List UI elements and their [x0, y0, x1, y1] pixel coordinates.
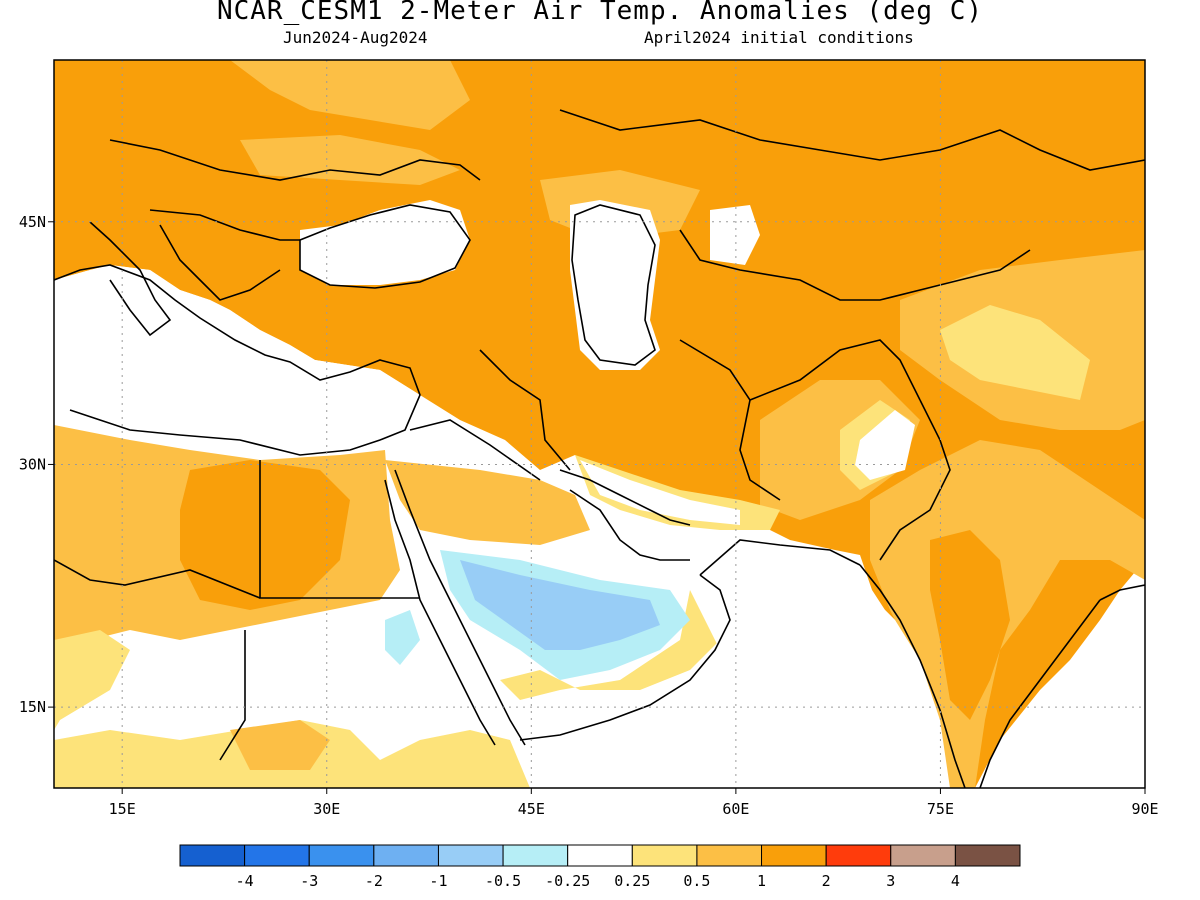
anomaly-region-pakistan-white	[855, 410, 915, 480]
lat-tick-label: 30N	[19, 455, 46, 473]
anomaly-region-yemen-yellow	[500, 590, 720, 700]
legend-label: 0.5	[683, 872, 710, 890]
anomaly-mask-black-sea	[300, 200, 470, 285]
color-legend: -4 -3 -2 -1 -0.5 -0.25 0.25 0.5 1 2 3 4	[179, 844, 1021, 890]
map-title: NCAR_CESM1 2-Meter Air Temp. Anomalies (…	[216, 0, 984, 26]
anomaly-mask-caspian	[570, 200, 660, 370]
legend-label: -0.5	[485, 872, 521, 890]
anomaly-mask-arabian-sea	[530, 540, 950, 788]
coastline-red-sea	[384, 469, 526, 746]
border-iran-afghanistan	[679, 339, 781, 501]
border-central-asia	[679, 229, 1031, 301]
coastline-mediterranean	[54, 264, 421, 456]
anomaly-region-sahel-yellow	[54, 630, 130, 730]
legend-label: 1	[757, 872, 766, 890]
lon-tick-label: 15E	[109, 800, 136, 818]
lat-tick-label: 45N	[19, 213, 46, 231]
legend-swatch	[502, 844, 569, 867]
legend-swatch	[244, 844, 310, 867]
anomaly-region-india-orange	[930, 530, 1010, 720]
graticule	[54, 60, 1145, 788]
border-balkans	[159, 224, 281, 301]
anomaly-region-ukraine-light	[240, 135, 460, 185]
lon-axis: 15E 30E 45E 60E 75E 90E	[109, 788, 1159, 818]
border-europe-south	[149, 209, 300, 241]
legend-label: 2	[822, 872, 831, 890]
lat-tick-label: 15N	[19, 698, 46, 716]
border-libya-chad	[54, 559, 261, 599]
legend-label: -2	[365, 872, 383, 890]
border-kazakhstan	[559, 109, 1145, 171]
anomaly-field	[54, 60, 1145, 788]
lon-tick-label: 90E	[1131, 800, 1158, 818]
legend-label: -3	[300, 872, 318, 890]
anomaly-region-arabia-light	[385, 460, 590, 545]
lon-tick-label: 60E	[722, 800, 749, 818]
anomaly-region-arabia-blue	[460, 560, 660, 650]
coastline-black-sea	[299, 204, 471, 289]
lon-tick-label: 30E	[313, 800, 340, 818]
anomaly-mask-aral	[710, 205, 760, 265]
legend-swatch	[761, 844, 827, 867]
lat-axis: 15N 30N 45N	[19, 213, 54, 716]
legend-swatch	[696, 844, 763, 867]
lon-tick-label: 45E	[518, 800, 545, 818]
legend-swatch	[954, 844, 1021, 867]
anomaly-region-ethiopia-cyan	[385, 610, 420, 665]
initial-conditions: April2024 initial conditions	[644, 28, 914, 47]
legend-swatch	[567, 844, 633, 867]
legend-swatch	[308, 844, 375, 867]
border-saudi-north	[409, 419, 541, 481]
coastlines	[54, 109, 1145, 788]
legend-label: -4	[236, 872, 254, 890]
coastline-caspian	[571, 204, 656, 366]
border-iraq-iran	[479, 349, 571, 471]
legend-swatch	[373, 844, 439, 867]
anomaly-region-tibet-yellow	[940, 305, 1090, 400]
anomaly-region-sudan-light	[230, 720, 330, 770]
anomaly-region-libya-orange	[180, 460, 350, 610]
legend-swatch	[179, 844, 246, 867]
legend-label: -1	[429, 872, 447, 890]
border-afghanistan-pakistan	[749, 339, 921, 401]
border-chad-sudan	[219, 630, 246, 761]
legend-swatch	[890, 844, 956, 867]
map-frame	[53, 59, 1146, 789]
coastline-persian-gulf	[559, 469, 691, 561]
legend-label: -0.25	[545, 872, 590, 890]
coastline-iran-pakistan	[699, 539, 861, 576]
coastline-india	[859, 564, 1101, 788]
coastline-arabia-south	[519, 574, 731, 741]
border-europe-east	[109, 139, 481, 181]
legend-label: 4	[951, 872, 960, 890]
anomaly-region-gulf-white	[580, 460, 740, 525]
legend-swatch	[437, 844, 504, 867]
lon-tick-label: 75E	[927, 800, 954, 818]
legend-swatch	[825, 844, 892, 867]
coastline-italy	[89, 221, 172, 337]
anomaly-mask-mediterranean	[54, 265, 420, 450]
border-pakistan-india	[879, 399, 951, 561]
forecast-period: Jun2024-Aug2024	[283, 28, 428, 47]
anomaly-region-russia-light	[230, 60, 470, 130]
legend-swatch	[631, 844, 698, 867]
legend-label: 0.25	[614, 872, 650, 890]
legend-label: 3	[886, 872, 895, 890]
coastline-bay-of-bengal	[1099, 584, 1145, 601]
